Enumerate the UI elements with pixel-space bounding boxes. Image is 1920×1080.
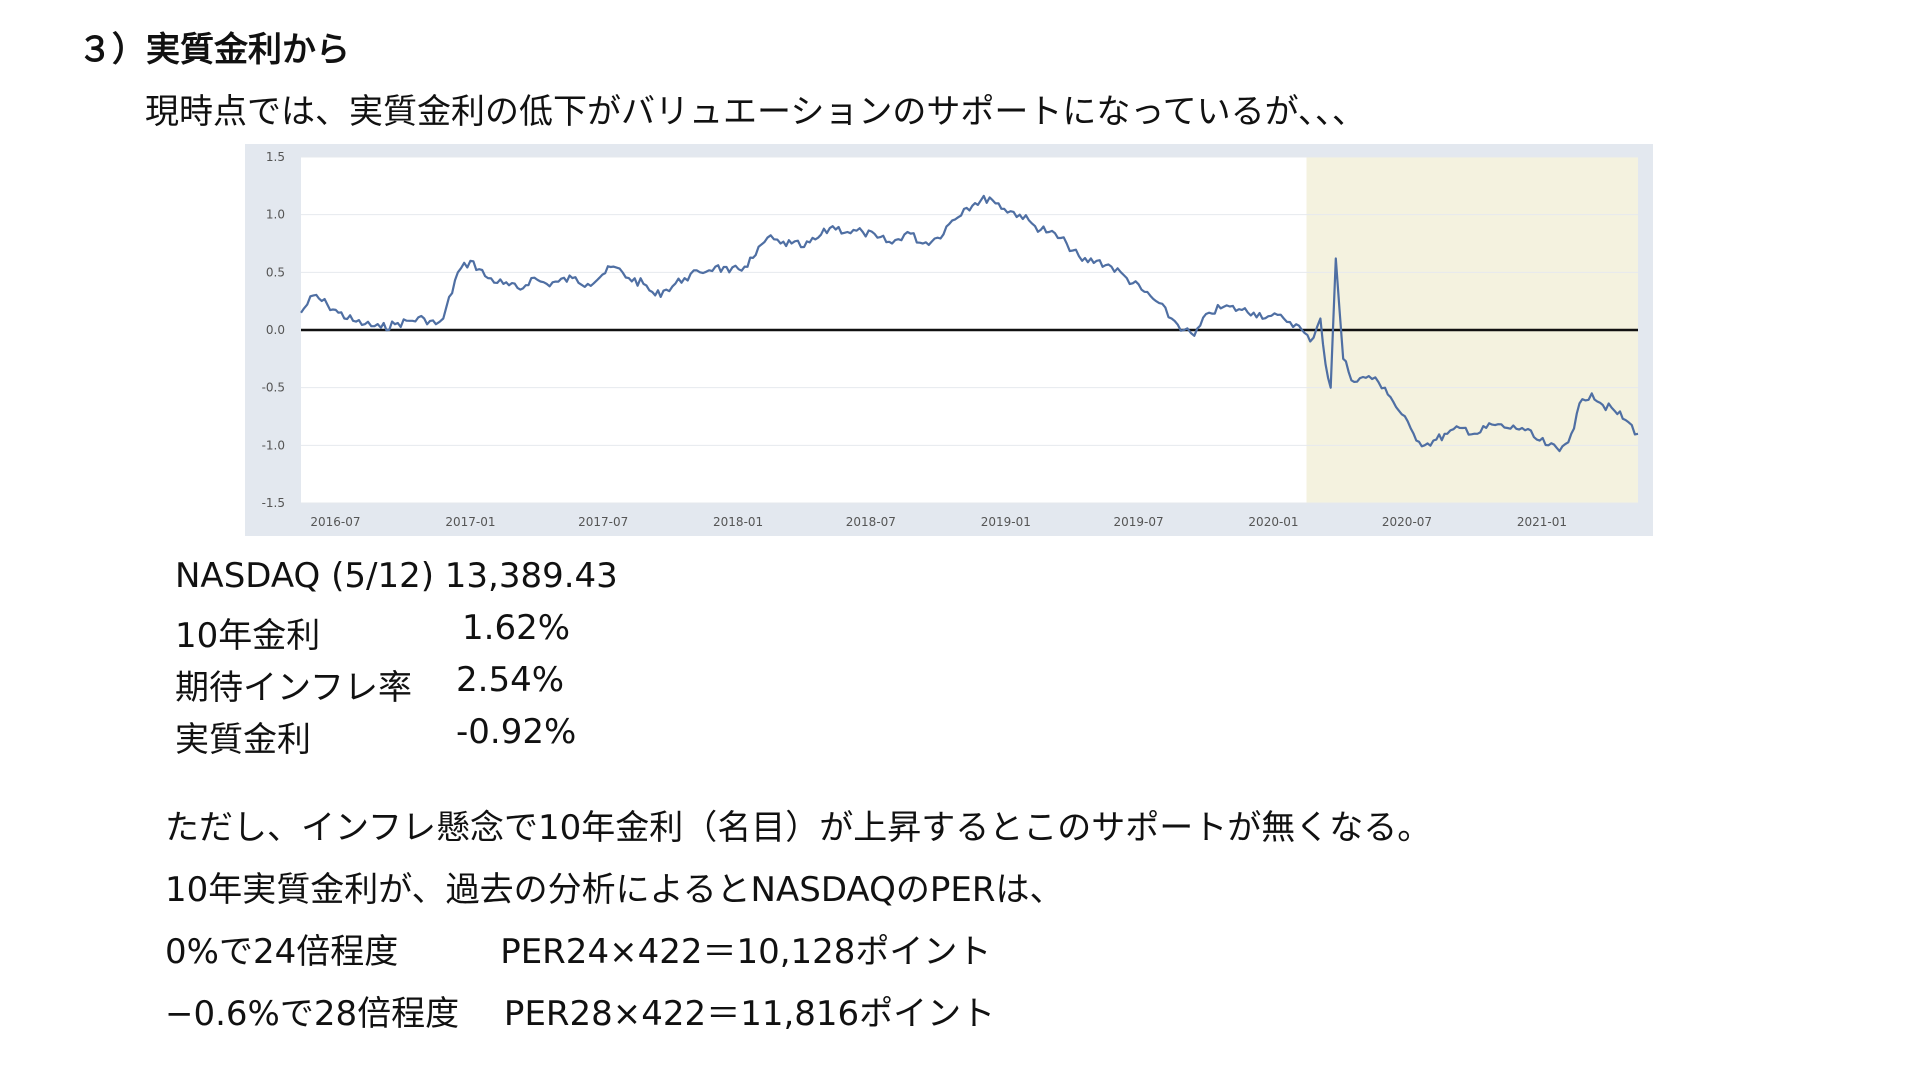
note-line-2: 10年実質金利が、過去の分析によるとNASDAQのPERは、 (165, 870, 1064, 910)
stat-inflation-value: 2.54% (456, 660, 565, 700)
x-tick-label: 2018-01 (713, 515, 763, 529)
stat-real-rate-value: -0.92% (456, 712, 577, 752)
intro-text: 現時点では、実質金利の低下がバリュエーションのサポートになっているが、、、 (145, 92, 1366, 132)
stat-10y-value: 1.62% (462, 608, 571, 648)
y-tick-label: -1.0 (262, 438, 285, 452)
real-rate-chart: 1.5 1.0 0.5 0.0 -0.5 -1.0 -1.5 2016-07 2017-01 2… (245, 144, 1653, 536)
stat-real-rate-label: 実質金利 (175, 720, 311, 760)
x-tick-label: 2021-01 (1517, 515, 1567, 529)
note-line-3: 0%で24倍程度 PER24×422＝10,128ポイント (165, 932, 992, 972)
stat-inflation-label: 期待インフレ率 (175, 668, 412, 708)
y-tick-label: -1.5 (262, 496, 285, 510)
note-line-4: −0.6%で28倍程度 PER28×422＝11,816ポイント (165, 994, 996, 1034)
y-tick-labels: 1.5 1.0 0.5 0.0 -0.5 -1.0 -1.5 (262, 150, 285, 510)
section-heading: ３）実質金利から (78, 30, 350, 70)
x-tick-label: 2017-07 (578, 515, 628, 529)
stat-10y-label: 10年金利 (175, 616, 321, 656)
chart-svg: 1.51.00.50.0-0.5-1.0-1.5 2016-07 2017-01 2… (262, 150, 1639, 529)
x-tick-label: 2019-01 (981, 515, 1031, 529)
x-tick-label: 2020-07 (1382, 515, 1432, 529)
x-tick-label: 2019-07 (1113, 515, 1163, 529)
stat-nasdaq-label: NASDAQ (5/12) 13,389.43 (175, 556, 618, 596)
y-tick-label: 1.5 (266, 150, 285, 164)
x-tick-label: 2020-01 (1248, 515, 1298, 529)
y-tick-label: 0.5 (266, 265, 285, 279)
series-line (300, 194, 1639, 453)
x-tick-label: 2016-07 (310, 515, 360, 529)
x-tick-label: 2018-07 (846, 515, 896, 529)
note-line-1: ただし、インフレ懸念で10年金利（名目）が上昇するとこのサポートが無くなる。 (165, 808, 1432, 848)
y-tick-label: 1.0 (266, 208, 285, 222)
y-tick-label: -0.5 (262, 381, 285, 395)
y-tick-label: 0.0 (266, 323, 285, 337)
x-tick-labels: 2016-07 2017-01 2017-07 2018-01 2018-07 2019-… (310, 515, 1567, 529)
x-tick-label: 2017-01 (445, 515, 495, 529)
